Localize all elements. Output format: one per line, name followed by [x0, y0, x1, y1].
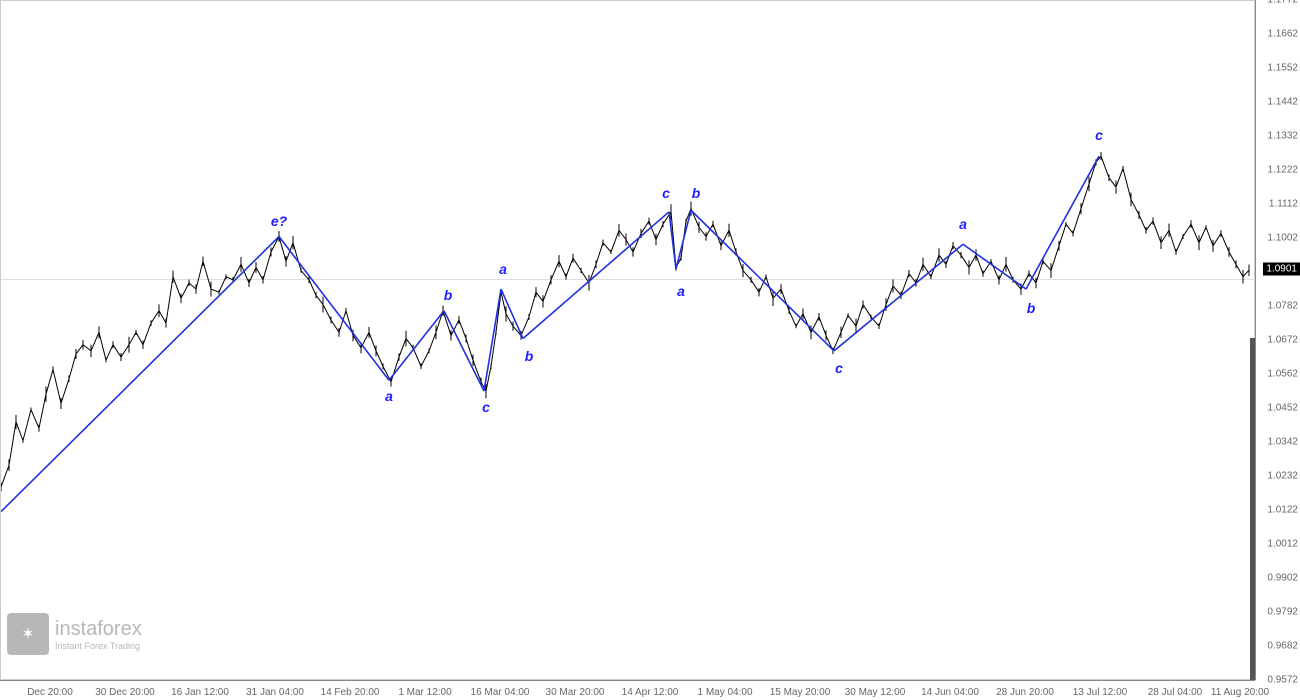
watermark-sub: Instant Forex Trading	[55, 641, 142, 651]
x-axis: Dec 20:00 30 Dec 20:00 16 Jan 12:00 31 Jan …	[0, 680, 1255, 700]
x-tick: 31 Jan 04:00	[246, 687, 304, 698]
watermark-icon: ✶	[7, 613, 49, 655]
x-tick: 16 Mar 04:00	[471, 687, 530, 698]
y-tick: 1.1222	[1267, 165, 1298, 176]
x-tick: 14 Apr 12:00	[622, 687, 679, 698]
x-tick: 28 Jun 20:00	[996, 687, 1054, 698]
watermark-text: instaforex Instant Forex Trading	[55, 618, 142, 651]
watermark: ✶ instaforex Instant Forex Trading	[7, 613, 142, 655]
y-tick: 1.0901	[1263, 263, 1300, 276]
x-tick: 14 Jun 04:00	[921, 687, 979, 698]
y-tick: 1.0012	[1267, 539, 1298, 550]
y-tick: 1.1552	[1267, 63, 1298, 74]
y-tick: 1.0562	[1267, 369, 1298, 380]
y-tick: 1.0342	[1267, 437, 1298, 448]
x-tick: 28 Jul 04:00	[1148, 687, 1203, 698]
y-tick: 0.9792	[1267, 607, 1298, 618]
y-tick: 1.1442	[1267, 97, 1298, 108]
y-tick: 1.1662	[1267, 29, 1298, 40]
watermark-main: instaforex	[55, 618, 142, 641]
chart-area[interactable]: ✶ instaforex Instant Forex Trading e?abc…	[0, 0, 1255, 680]
x-tick: 30 Dec 20:00	[95, 687, 155, 698]
x-tick: 30 May 12:00	[845, 687, 906, 698]
y-tick: 0.9682	[1267, 641, 1298, 652]
y-tick: 1.1332	[1267, 131, 1298, 142]
watermark-icon-glyph: ✶	[21, 624, 34, 644]
x-tick: 15 May 20:00	[770, 687, 831, 698]
price-svg	[1, 1, 1256, 681]
x-tick: 30 Mar 20:00	[546, 687, 605, 698]
x-tick: 11 Aug 20:00	[1211, 687, 1269, 698]
y-tick: 1.0122	[1267, 505, 1298, 516]
y-tick: 1.1772	[1267, 0, 1298, 6]
y-tick: 1.1002	[1267, 233, 1298, 244]
y-tick: 1.1112	[1269, 199, 1298, 210]
y-tick: 1.0232	[1267, 471, 1298, 482]
x-tick: 14 Feb 20:00	[321, 687, 380, 698]
y-tick: 0.9902	[1267, 573, 1298, 584]
y-axis: 1.1772 1.1662 1.1552 1.1442 1.1332 1.1222 1.11…	[1255, 0, 1300, 680]
x-tick: 13 Jul 12:00	[1073, 687, 1128, 698]
chart-container: ✶ instaforex Instant Forex Trading e?abc…	[0, 0, 1300, 700]
x-tick: 1 Mar 12:00	[398, 687, 451, 698]
x-tick: 16 Jan 12:00	[171, 687, 229, 698]
x-tick: 1 May 04:00	[697, 687, 752, 698]
x-tick: Dec 20:00	[27, 687, 73, 698]
y-tick: 1.0672	[1267, 335, 1298, 346]
y-tick: 1.0782	[1267, 301, 1298, 312]
y-tick: 0.9572	[1267, 675, 1298, 686]
y-tick: 1.0452	[1267, 403, 1298, 414]
range-bar	[1250, 338, 1255, 680]
